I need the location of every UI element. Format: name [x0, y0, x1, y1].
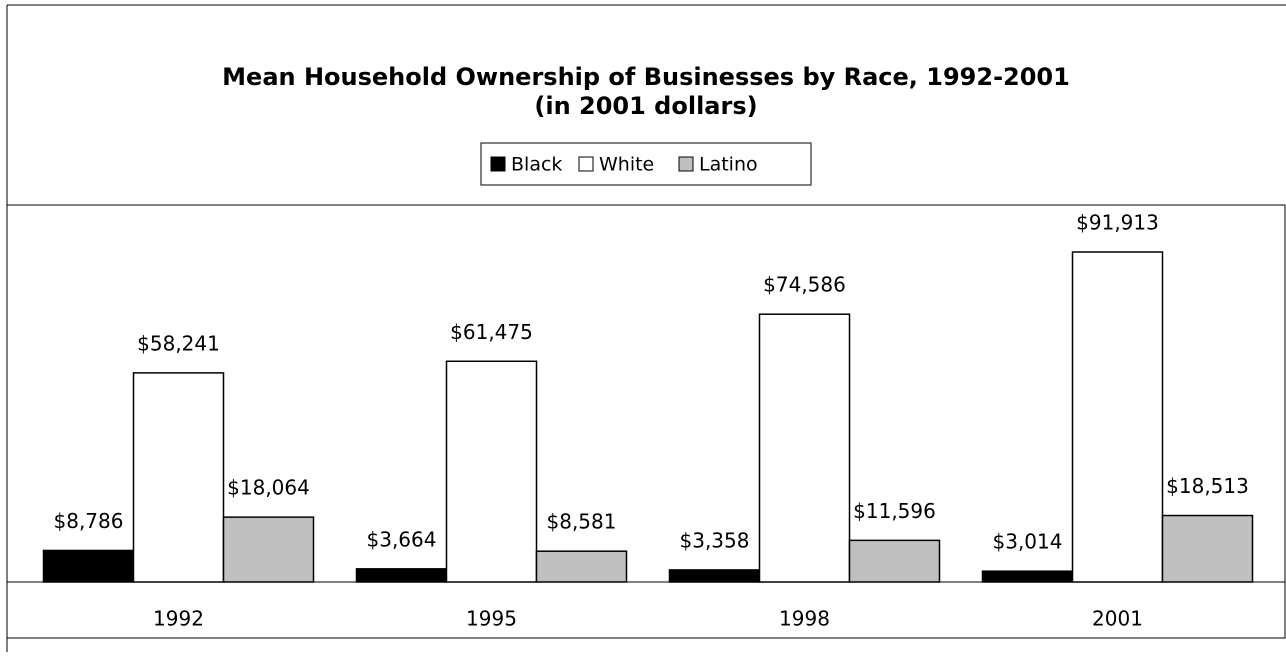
bar — [1161, 514, 1254, 583]
legend-swatch — [678, 156, 694, 172]
x-tick-label: 1998 — [779, 607, 830, 631]
bar — [758, 313, 851, 583]
data-label: $8,786 — [54, 509, 124, 533]
x-tick-label: 1992 — [153, 607, 204, 631]
bar — [848, 539, 941, 583]
bar — [132, 372, 225, 583]
data-label: $61,475 — [450, 320, 533, 344]
x-tick-label: 2001 — [1092, 607, 1143, 631]
legend-box — [480, 142, 812, 186]
data-label: $58,241 — [137, 331, 220, 355]
bar — [535, 550, 628, 583]
bar — [42, 549, 135, 583]
data-label: $18,064 — [227, 476, 310, 500]
data-label: $8,581 — [547, 510, 617, 534]
data-label: $91,913 — [1076, 210, 1159, 234]
legend-swatch — [578, 156, 594, 172]
chart-title: Mean Household Ownership of Businesses b… — [222, 63, 1070, 91]
bar — [445, 360, 538, 583]
bar — [355, 568, 448, 583]
data-label: $18,513 — [1166, 474, 1249, 498]
data-label: $3,014 — [993, 530, 1063, 554]
bar — [668, 569, 761, 583]
chart-subtitle: (in 2001 dollars) — [534, 92, 757, 120]
plot-area — [6, 204, 1286, 639]
bar — [222, 516, 315, 583]
legend-label: Black — [511, 154, 562, 176]
legend-swatch — [490, 156, 506, 172]
legend-label: Latino — [699, 154, 758, 176]
data-label: $3,358 — [680, 528, 750, 552]
x-tick-label: 1995 — [466, 607, 517, 631]
bar — [981, 570, 1074, 583]
bar — [1071, 251, 1164, 583]
data-label: $74,586 — [763, 273, 846, 297]
data-label: $3,664 — [367, 527, 437, 551]
data-label: $11,596 — [853, 499, 936, 523]
legend-label: White — [599, 154, 654, 176]
